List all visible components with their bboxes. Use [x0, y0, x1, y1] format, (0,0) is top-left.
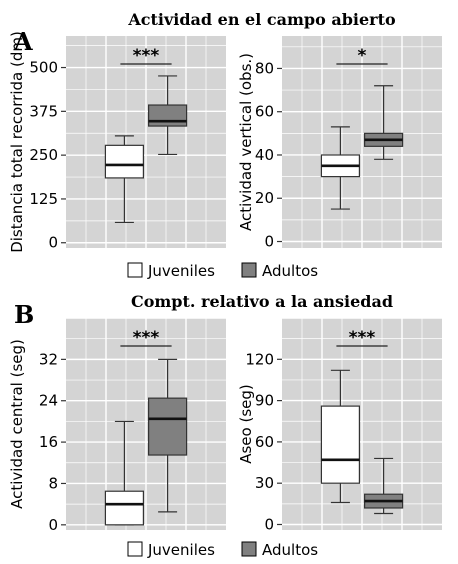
- significance-label: ***: [133, 328, 160, 348]
- y-tick-label: 24: [39, 392, 58, 410]
- panel-letter-b: B: [14, 300, 34, 329]
- significance-label: *: [358, 46, 367, 66]
- legend-swatch-adultos: [241, 541, 257, 557]
- y-axis-label: Distancia total recorrida (dm): [8, 31, 26, 253]
- y-tick-label: 125: [29, 190, 58, 208]
- legend-swatch-adultos: [241, 262, 257, 278]
- y-tick-label: 60: [255, 433, 274, 451]
- box-adultos: [148, 75, 188, 156]
- box-iqr: [104, 490, 145, 526]
- box-iqr: [320, 405, 360, 484]
- box-iqr: [148, 104, 188, 127]
- y-tick-label: 250: [29, 146, 58, 164]
- y-tick-label: 16: [39, 433, 58, 451]
- y-axis-label: Aseo (seg): [237, 384, 255, 464]
- legend-label-juveniles: Juveniles: [147, 262, 215, 280]
- y-tick-label: 120: [245, 350, 274, 368]
- y-tick-label: 0: [48, 234, 58, 252]
- y-tick-label: 90: [255, 392, 274, 410]
- box-iqr: [148, 397, 188, 456]
- box-juveniles: [320, 369, 360, 504]
- y-tick-label: 0: [48, 516, 58, 534]
- legend-label-adultos: Adultos: [262, 262, 318, 280]
- significance-label: ***: [133, 46, 160, 66]
- y-tick-label: 32: [39, 350, 58, 368]
- legend-b: Juveniles Adultos: [127, 541, 318, 559]
- box-adultos: [148, 358, 188, 513]
- box-juveniles: [320, 126, 360, 210]
- y-axis-label: Actividad vertical (obs.): [237, 53, 255, 231]
- y-tick-label: 40: [255, 146, 274, 164]
- box-iqr: [104, 144, 145, 179]
- chart-actividad-central: 0 8 16 24 32 Actividad central (seg) ***: [8, 317, 226, 534]
- y-tick-label: 80: [255, 59, 274, 77]
- legend-label-adultos: Adultos: [262, 541, 318, 559]
- y-tick-label: 0: [264, 515, 274, 533]
- legend-swatch-juveniles: [127, 262, 143, 278]
- y-tick-label: 30: [255, 474, 274, 492]
- legend-label-juveniles: Juveniles: [147, 541, 215, 559]
- y-tick-label: 60: [255, 103, 274, 121]
- box-adultos: [364, 457, 404, 515]
- y-tick-label: 0: [264, 233, 274, 251]
- chart-aseo: 0 30 60 90 120 Aseo (seg) ***: [237, 317, 442, 533]
- box-juveniles: [104, 420, 145, 526]
- section-title-b: Compt. relativo a la ansiedad: [131, 292, 393, 311]
- y-tick-label: 375: [29, 102, 58, 120]
- panel-letter-a: A: [13, 27, 33, 56]
- y-tick-label: 8: [48, 474, 58, 492]
- significance-label: ***: [349, 328, 376, 348]
- y-tick-label: 20: [255, 189, 274, 207]
- y-axis-label: Actividad central (seg): [8, 339, 26, 509]
- y-tick-label: 500: [29, 59, 58, 77]
- box-adultos: [364, 85, 404, 160]
- legend-a: Juveniles Adultos: [127, 262, 318, 280]
- legend-swatch-juveniles: [127, 541, 143, 557]
- section-title-a: Actividad en el campo abierto: [127, 10, 396, 29]
- box-juveniles: [104, 135, 145, 224]
